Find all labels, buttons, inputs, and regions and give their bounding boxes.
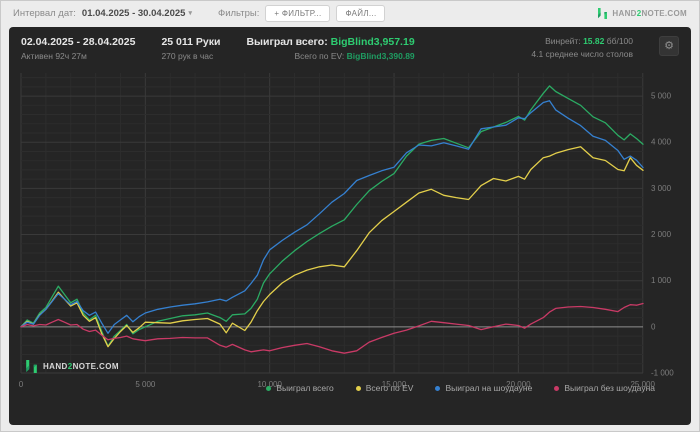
series-line-1 bbox=[20, 85, 644, 347]
winrate-value: 15.82 bbox=[583, 36, 605, 46]
series-line-2 bbox=[20, 146, 644, 348]
y-axis-tick: 4 000 bbox=[651, 138, 672, 147]
legend-dot-icon bbox=[554, 385, 560, 391]
add-filter-button[interactable]: + ФИЛЬТР... bbox=[265, 4, 331, 22]
chart-legend: Выиграл всего Всего по EV Выиграл на шоуда… bbox=[15, 383, 655, 393]
y-axis-tick: 3 000 bbox=[651, 184, 672, 193]
stat-hands: 25 011 Руки 270 рук в час bbox=[161, 36, 220, 61]
legend-item-3[interactable]: Выиграл на шоудауне bbox=[435, 383, 532, 393]
top-toolbar: Интервал дат: 01.04.2025 - 30.04.2025 ▾ … bbox=[1, 1, 699, 25]
x-axis-tick: 20 000 bbox=[506, 380, 531, 389]
legend-label: Выиграл без шоудауна bbox=[564, 383, 655, 393]
x-axis-tick: 10 000 bbox=[257, 380, 282, 389]
date-range-value: 01.04.2025 - 30.04.2025 bbox=[81, 7, 186, 19]
chart-watermark: HAND2NOTE.COM bbox=[25, 360, 119, 373]
filters-label: Фильтры: bbox=[217, 7, 260, 19]
legend-item-2[interactable]: Всего по EV bbox=[355, 383, 414, 393]
legend-dot-icon bbox=[266, 385, 272, 391]
won-total-label: Выиграл всего: bbox=[246, 36, 328, 48]
x-axis-tick: 25 000 bbox=[630, 380, 655, 389]
stat-winnings: Выиграл всего: BigBlind3,957.19 Всего по… bbox=[246, 36, 414, 61]
legend-dot-icon bbox=[435, 385, 441, 391]
date-range-selector[interactable]: 01.04.2025 - 30.04.2025 ▾ bbox=[82, 8, 192, 19]
series-line-3 bbox=[20, 100, 644, 334]
file-button[interactable]: ФАЙЛ... bbox=[336, 4, 386, 22]
series-line-4 bbox=[20, 302, 644, 354]
hand2note-logo-icon bbox=[598, 7, 608, 19]
hand2note-logo-icon bbox=[26, 360, 37, 373]
hand2note-brand: HAND2NOTE.COM bbox=[597, 7, 687, 19]
gear-icon[interactable]: ⚙ bbox=[659, 36, 679, 56]
report-panel: 02.04.2025 - 28.04.2025 Активен 92ч 27м … bbox=[9, 27, 691, 425]
legend-label: Выиграл на шоудауне bbox=[445, 383, 533, 393]
profit-graph[interactable]: 5 000 4 000 3 000 2 000 1 000 0 -1 000 0 5 000 10… bbox=[15, 69, 687, 399]
ev-label: Всего по EV: bbox=[294, 51, 345, 61]
hands-total: 25 011 Руки bbox=[161, 36, 221, 48]
hands-per-hour: 270 рук в час bbox=[161, 51, 214, 61]
y-axis-tick: -1 000 bbox=[651, 369, 674, 378]
legend-dot-icon bbox=[355, 385, 361, 391]
stat-winrate: Винрейт: 15.82 бб/100 4.1 среднее число … bbox=[531, 36, 633, 59]
stat-session-dates: 02.04.2025 - 28.04.2025 Активен 92ч 27м bbox=[21, 36, 135, 61]
chevron-down-icon: ▾ bbox=[188, 10, 192, 17]
x-axis-tick: 15 000 bbox=[382, 380, 407, 389]
x-axis-tick: 0 bbox=[19, 380, 24, 389]
stats-header: 02.04.2025 - 28.04.2025 Активен 92ч 27м … bbox=[9, 27, 691, 63]
legend-label: Выиграл всего bbox=[276, 383, 334, 393]
winrate-label: Винрейт: bbox=[545, 36, 581, 46]
legend-item-4[interactable]: Выиграл без шоудауна bbox=[554, 383, 655, 393]
y-axis-tick: 5 000 bbox=[651, 92, 672, 101]
won-total-value: BigBlind3,957.19 bbox=[330, 36, 415, 48]
ev-value: BigBlind3,390.89 bbox=[346, 51, 415, 61]
y-axis-tick: 1 000 bbox=[651, 276, 672, 285]
session-active-time: Активен 92ч 27м bbox=[21, 51, 87, 61]
y-axis-tick: 0 bbox=[651, 322, 656, 331]
session-date-range: 02.04.2025 - 28.04.2025 bbox=[21, 36, 136, 48]
winrate-units: бб/100 bbox=[606, 36, 633, 46]
interval-label: Интервал дат: bbox=[13, 7, 76, 19]
y-axis-tick: 2 000 bbox=[651, 230, 672, 239]
avg-tables: 4.1 среднее число столов bbox=[531, 49, 633, 59]
legend-label: Всего по EV bbox=[365, 383, 414, 393]
legend-item-1[interactable]: Выиграл всего bbox=[266, 383, 334, 393]
chart-area: 5 000 4 000 3 000 2 000 1 000 0 -1 000 0 5 000 10… bbox=[15, 69, 685, 399]
x-axis-tick: 5 000 bbox=[135, 380, 156, 389]
